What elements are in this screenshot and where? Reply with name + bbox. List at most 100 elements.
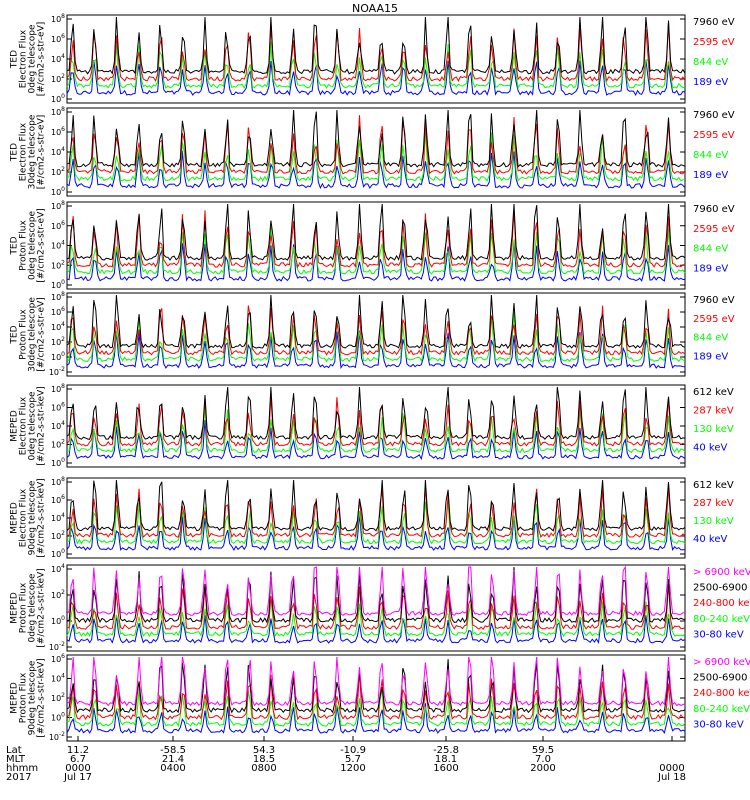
x-row-value: -25.8: [433, 745, 459, 756]
legend-entry: 2595 eV: [693, 130, 735, 141]
series-line: [66, 688, 686, 728]
legend-entry: 189 eV: [693, 351, 728, 362]
legend-entry: 130 keV: [693, 424, 734, 435]
x-row-label: 2017: [6, 772, 31, 783]
panel-ylabel: TEDProton Flux0deg telescope[#/cm2-s-str…: [10, 208, 47, 283]
x-row-label: hhmm: [6, 763, 38, 774]
legend-entry: 80-240 keV: [693, 704, 750, 715]
x-row-value: 0400: [160, 763, 185, 774]
panel-ylabel: MEPEDElectron Flux90deg telescope[#/cm2-…: [10, 478, 47, 557]
y-tick-label: 104: [51, 240, 65, 251]
panel-frame: [66, 564, 686, 652]
series-line: [66, 59, 686, 96]
y-tick-label: 108: [51, 200, 65, 211]
y-tick-label: 10-2: [49, 366, 65, 377]
y-tick-label: 104: [51, 420, 65, 431]
legend-entry: 2595 eV: [693, 224, 735, 235]
series-line: [66, 596, 686, 638]
legend-entry: 287 keV: [693, 498, 734, 509]
series-line: [66, 420, 686, 461]
panel-frame: [66, 107, 686, 197]
x-row-value: 6.7: [70, 754, 86, 765]
legend-entry: > 6900 keV: [693, 657, 750, 668]
y-tick-label: 102: [51, 530, 65, 541]
series-line: [66, 485, 686, 539]
y-tick-label: 108: [51, 106, 65, 117]
legend-entry: 2500-6900: [693, 673, 748, 684]
x-row-value: 18.5: [253, 754, 275, 765]
legend-entry: 7960 eV: [693, 17, 735, 28]
legend-entry: 30-80 keV: [693, 629, 744, 640]
y-tick-label: 100: [51, 351, 65, 362]
legend-entry: 844 eV: [693, 333, 728, 344]
y-tick-label: 10-2: [49, 641, 65, 652]
x-row-value: 1200: [340, 763, 365, 774]
series-line: [66, 479, 686, 532]
series-line: [66, 614, 686, 645]
series-line: [66, 203, 686, 262]
panel-ylabel: TEDElectron Flux0deg telescope[#/cm2-s-s…: [10, 22, 47, 97]
legend-entry: 612 keV: [693, 387, 734, 398]
series-line: [66, 671, 686, 721]
x-row-label: Lat: [6, 745, 22, 756]
legend-entry: 40 keV: [693, 443, 727, 454]
y-tick-label: 106: [51, 306, 65, 317]
panel-ylabel: MEPEDProton Flux0deg telescope[#/cm2-s-s…: [10, 568, 47, 647]
y-tick-label: 104: [51, 673, 65, 684]
legend-entry: 7960 eV: [693, 295, 735, 306]
series-line: [66, 395, 686, 447]
x-row-value: Jul 18: [657, 772, 686, 783]
y-tick-label: 102: [51, 259, 65, 270]
series-line: [66, 210, 686, 269]
series-line: [66, 109, 686, 168]
x-row-value: 0000: [65, 763, 90, 774]
series-line: [66, 226, 686, 275]
series-line: [66, 386, 686, 441]
y-tick-label: 100: [51, 93, 65, 104]
y-tick-label: 106: [51, 220, 65, 231]
y-tick-label: 108: [51, 291, 65, 302]
legend-entry: 2595 eV: [693, 314, 735, 325]
series-line: [66, 656, 686, 707]
panel-frame: [66, 292, 686, 377]
chart-title: NOAA15: [351, 2, 399, 15]
series-line: [66, 406, 686, 454]
series-line: [66, 115, 686, 175]
y-tick-label: 106: [51, 126, 65, 137]
y-tick-label: 104: [51, 146, 65, 157]
y-tick-label: 108: [51, 476, 65, 487]
legend-entry: 2500-6900: [693, 583, 748, 594]
legend-entry: 7960 eV: [693, 204, 735, 215]
y-tick-label: 100: [51, 712, 65, 723]
y-tick-label: 100: [51, 279, 65, 290]
legend-entry: 844 eV: [693, 57, 728, 68]
x-row-label: MLT: [6, 754, 26, 765]
series-line: [66, 703, 686, 734]
series-line: [66, 150, 686, 190]
x-row-value: 1600: [433, 763, 458, 774]
legend-entry: 130 keV: [693, 516, 734, 527]
x-row-value: 0800: [251, 763, 276, 774]
legend-entry: 240-800 keV: [693, 598, 750, 609]
legend-entry: 287 keV: [693, 406, 734, 417]
series-line: [66, 41, 686, 89]
x-row-value: Jul 17: [63, 772, 92, 783]
y-tick-label: 102: [51, 439, 65, 450]
legend-entry: > 6900 keV: [693, 567, 750, 578]
panel-ylabel: TEDElectron Flux30deg telescope[#/cm2-s-…: [10, 114, 47, 189]
y-tick-label: 104: [51, 512, 65, 523]
y-tick-label: 100: [51, 457, 65, 468]
series-line: [66, 305, 686, 356]
x-row-value: 59.5: [532, 745, 554, 756]
legend-entry: 189 eV: [693, 77, 728, 88]
panel-ylabel: TEDProton Flux30deg telescope[#/cm2-s-st…: [10, 297, 47, 372]
x-row-value: -10.9: [340, 745, 366, 756]
series-line: [66, 514, 685, 552]
x-row-value: 0000: [659, 763, 684, 774]
panel-ylabel: MEPEDElectron Flux0deg telescope[#/cm2-s…: [10, 386, 47, 465]
y-tick-label: 102: [51, 166, 65, 177]
y-tick-label: 100: [51, 548, 65, 559]
legend-entry: 189 eV: [693, 170, 728, 181]
legend-entry: 2595 eV: [693, 37, 735, 48]
